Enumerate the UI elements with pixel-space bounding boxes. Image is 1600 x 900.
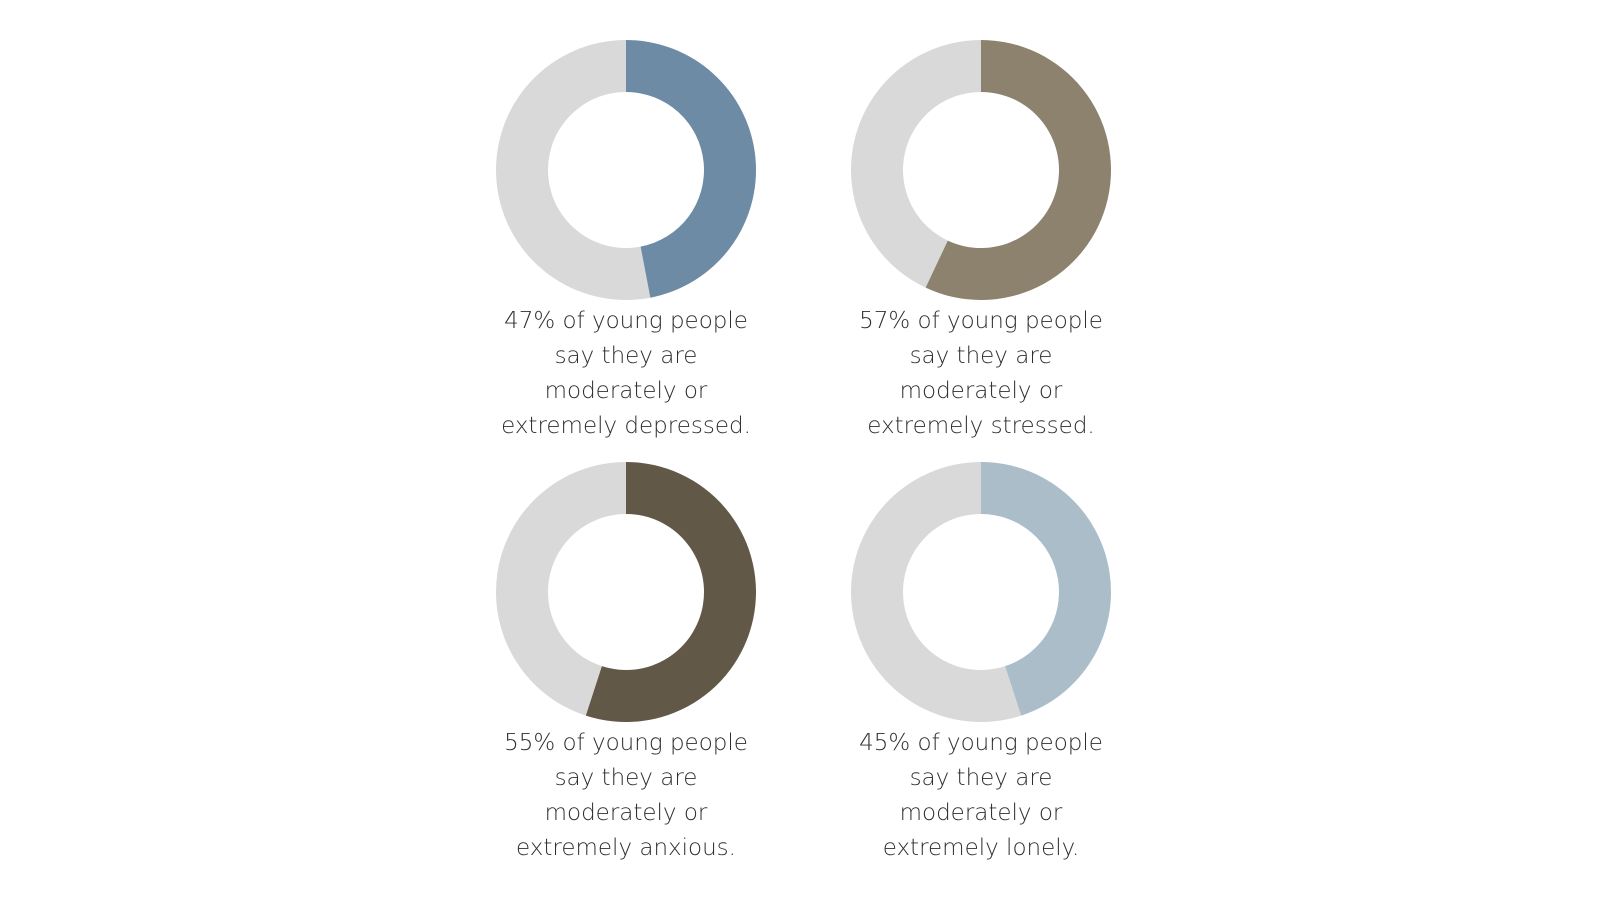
donut-svg [496, 462, 756, 722]
caption-line: 47% of young people [504, 308, 748, 334]
caption-line: moderately or [899, 800, 1063, 826]
caption-line: extremely anxious. [516, 835, 736, 861]
caption-line: say they are [554, 343, 698, 369]
caption-line: say they are [909, 765, 1053, 791]
donut-chart-anxious: 55% of young people say they are moderat… [476, 460, 776, 866]
donut-track [496, 462, 626, 716]
donut-value-arc [981, 462, 1111, 716]
donut-svg [851, 462, 1111, 722]
donut-value-arc [585, 462, 756, 722]
caption-line: 45% of young people [859, 730, 1103, 756]
donut-caption: 47% of young people say they are moderat… [476, 304, 776, 444]
donut-chart-depressed: 47% of young people say they are moderat… [476, 38, 776, 444]
donut-caption: 45% of young people say they are moderat… [831, 726, 1131, 866]
donut-track [851, 40, 981, 288]
caption-line: say they are [909, 343, 1053, 369]
caption-line: 57% of young people [859, 308, 1103, 334]
donut-caption: 55% of young people say they are moderat… [476, 726, 776, 866]
caption-line: moderately or [544, 800, 708, 826]
caption-line: moderately or [544, 378, 708, 404]
donut-caption: 57% of young people say they are moderat… [831, 304, 1131, 444]
caption-line: 55% of young people [504, 730, 748, 756]
caption-line: extremely depressed. [501, 413, 751, 439]
donut-value-arc [626, 40, 756, 298]
donut-chart-stressed: 57% of young people say they are moderat… [831, 38, 1131, 444]
donut-track [851, 462, 1022, 722]
donut-chart-lonely: 45% of young people say they are moderat… [831, 460, 1131, 866]
donut-svg [851, 40, 1111, 301]
donut-track [496, 40, 651, 300]
caption-line: say they are [554, 765, 698, 791]
caption-line: extremely stressed. [867, 413, 1095, 439]
caption-line: moderately or [899, 378, 1063, 404]
donut-svg [496, 40, 756, 300]
donut-value-arc [925, 40, 1111, 301]
caption-line: extremely lonely. [882, 835, 1080, 861]
